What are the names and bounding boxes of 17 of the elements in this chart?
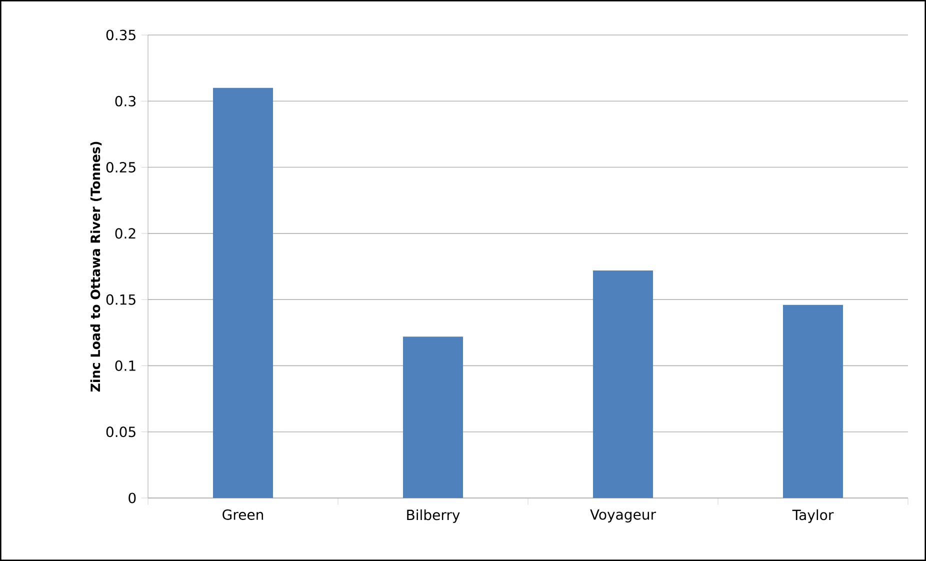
x-tick-label: Taylor <box>792 509 834 523</box>
bar <box>213 88 274 498</box>
x-tick-label: Green <box>222 509 264 520</box>
x-tick-label: Voyageur <box>590 509 656 522</box>
y-tick-label: 0.05 <box>106 426 136 438</box>
y-tick-label: 0.35 <box>106 30 136 40</box>
bar <box>592 270 653 498</box>
bar <box>403 336 463 498</box>
y-tick-label: 0.1 <box>115 360 136 371</box>
y-tick-label: 0.3 <box>115 96 136 106</box>
y-tick-label: 0.25 <box>106 162 136 173</box>
bar <box>782 304 843 498</box>
y-tick-label: 0.15 <box>106 294 136 305</box>
x-tick-label: Bilberry <box>407 509 460 523</box>
y-tick-label: 0.2 <box>115 228 136 239</box>
y-axis-title: Zinc Load to Ottawa River (Tonnes) <box>90 142 102 392</box>
y-tick-label: 0 <box>128 492 136 504</box>
